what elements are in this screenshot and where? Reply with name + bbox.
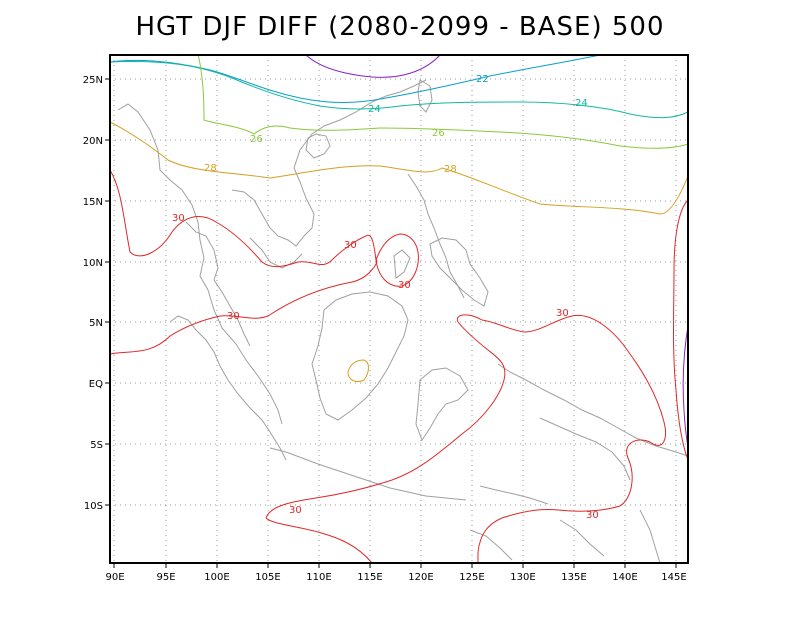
contour-30-sw bbox=[265, 517, 373, 564]
x-tick-label: 90E bbox=[105, 572, 124, 583]
contour-28-closed bbox=[347, 359, 369, 383]
grid-lines bbox=[110, 55, 688, 563]
y-tick-label: 10N bbox=[83, 258, 103, 269]
contour-30-east bbox=[673, 199, 689, 461]
x-tick-label: 115E bbox=[357, 572, 382, 583]
contour-label: 28 bbox=[204, 163, 217, 174]
contour-label: 30 bbox=[398, 280, 411, 291]
contour-28 bbox=[109, 121, 689, 215]
contour-label: 30 bbox=[586, 510, 599, 521]
contour-20-east bbox=[682, 325, 689, 449]
contour-labels: 22 24 24 26 26 28 28 30 30 30 30 30 30 3… bbox=[172, 74, 599, 521]
x-tick-label: 105E bbox=[255, 572, 280, 583]
contour-26 bbox=[197, 53, 689, 149]
x-tick-label: 135E bbox=[561, 572, 586, 583]
contour-label: 26 bbox=[250, 134, 263, 145]
contour-label: 30 bbox=[556, 308, 569, 319]
contour-20-north bbox=[305, 54, 441, 78]
x-tick-label: 140E bbox=[612, 572, 637, 583]
x-tick-label: 100E bbox=[204, 572, 229, 583]
y-tick-label: EQ bbox=[89, 379, 103, 390]
y-tick-label: 25N bbox=[83, 75, 103, 86]
contour-lines bbox=[109, 53, 689, 564]
tick-marks bbox=[105, 78, 677, 568]
x-tick-label: 110E bbox=[306, 572, 331, 583]
contour-30-lower bbox=[109, 259, 378, 355]
contour-label: 30 bbox=[227, 311, 240, 322]
x-tick-label: 120E bbox=[408, 572, 433, 583]
y-tick-label: 15N bbox=[83, 197, 103, 208]
x-tick-label: 145E bbox=[661, 572, 686, 583]
x-axis-labels: 90E 95E 100E 105E 110E 115E 120E 125E 13… bbox=[105, 572, 686, 583]
contour-label: 24 bbox=[368, 104, 381, 115]
coastlines bbox=[117, 79, 689, 564]
contour-label: 26 bbox=[432, 128, 445, 139]
contour-24 bbox=[109, 61, 689, 119]
contour-30-south bbox=[265, 314, 666, 563]
map-frame bbox=[109, 54, 689, 564]
contour-label: 22 bbox=[476, 74, 489, 85]
y-tick-label: 20N bbox=[83, 136, 103, 147]
contour-label: 30 bbox=[289, 505, 302, 516]
x-tick-label: 125E bbox=[459, 572, 484, 583]
contour-label: 30 bbox=[344, 240, 357, 251]
x-tick-label: 95E bbox=[156, 572, 175, 583]
y-tick-label: 5N bbox=[89, 318, 103, 329]
y-axis-labels: 25N 20N 15N 10N 5N EQ 5S 10S bbox=[83, 75, 103, 512]
y-tick-label: 10S bbox=[84, 501, 103, 512]
y-tick-label: 5S bbox=[90, 440, 103, 451]
map-title: HGT DJF DIFF (2080-2099 - BASE) 500 bbox=[135, 12, 665, 42]
contour-30-main bbox=[109, 169, 419, 287]
contour-label: 28 bbox=[444, 164, 457, 175]
x-tick-label: 130E bbox=[510, 572, 535, 583]
contour-label: 30 bbox=[172, 213, 185, 224]
contour-label: 24 bbox=[575, 98, 588, 109]
